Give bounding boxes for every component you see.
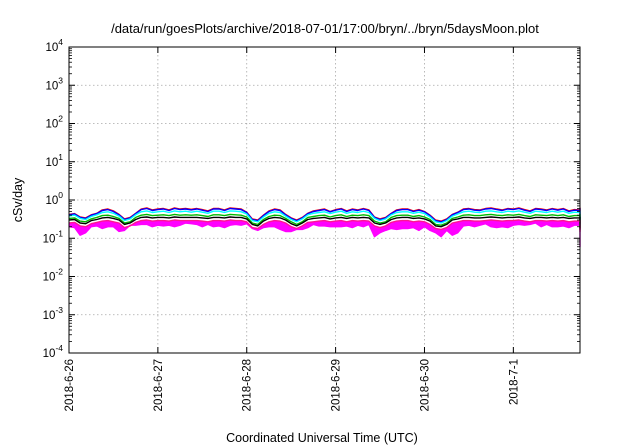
series-group <box>68 207 581 248</box>
x-tick-label: 2018-6-28 <box>242 359 254 411</box>
y-tick-label: 10-4 <box>43 343 64 360</box>
series-line-0 <box>68 222 581 248</box>
x-tick-label: 2018-6-29 <box>331 359 343 411</box>
y-tick-labels: 104 103 102 101 100 10-1 10-2 10-3 10-4 <box>43 37 64 360</box>
x-tick-labels: 2018-6-26 2018-6-27 2018-6-28 2018-6-29 2018… <box>64 359 520 411</box>
y-tick-label: 10-1 <box>43 228 64 245</box>
tick-marks <box>68 46 580 354</box>
y-tick-label: 100 <box>45 190 63 207</box>
x-tick-label: 2018-6-30 <box>419 359 431 411</box>
y-tick-label: 104 <box>45 37 63 54</box>
x-axis-label: Coordinated Universal Time (UTC) <box>226 431 418 445</box>
y-tick-label: 10-2 <box>43 267 64 284</box>
y-tick-label: 102 <box>45 114 63 131</box>
y-tick-label: 10-3 <box>43 305 64 322</box>
chart-title: /data/run/goesPlots/archive/2018-07-01/1… <box>111 21 539 36</box>
y-tick-label: 101 <box>45 152 63 169</box>
x-tick-label: 2018-6-27 <box>153 359 165 411</box>
y-tick-label: 103 <box>45 75 63 92</box>
gridlines <box>69 47 580 353</box>
y-axis-label: cSv/day <box>11 177 25 222</box>
x-tick-label: 2018-6-26 <box>64 359 76 411</box>
x-tick-label: 2018-7-1 <box>508 359 520 405</box>
series-band-0 <box>69 220 580 247</box>
